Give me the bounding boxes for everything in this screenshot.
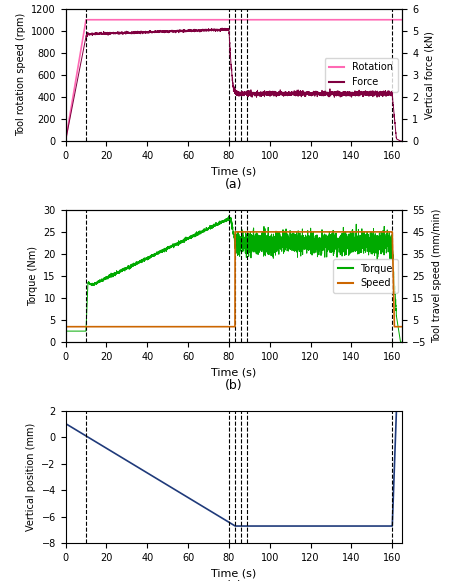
Torque [223, 216, 228, 223]
Rotation [389, 16, 395, 23]
Text: (a): (a) [225, 178, 243, 191]
Rotation [63, 138, 68, 145]
Line: Force: Force [66, 28, 402, 141]
Rotation [207, 16, 212, 23]
Legend: Torque, Speed: Torque, Speed [333, 259, 398, 293]
Y-axis label: Tool travel speed (mm/min): Tool travel speed (mm/min) [432, 209, 442, 343]
Torque [400, 339, 405, 346]
Line: Torque: Torque [66, 216, 402, 342]
Text: (c): (c) [226, 580, 242, 581]
Legend: Rotation, Force: Rotation, Force [324, 58, 398, 92]
Y-axis label: Vertical position (mm): Vertical position (mm) [26, 423, 36, 531]
Torque [389, 238, 395, 245]
X-axis label: Time (s): Time (s) [212, 166, 256, 176]
Speed [207, 323, 212, 330]
Speed [373, 228, 378, 235]
Speed [307, 228, 313, 235]
Speed [63, 323, 68, 330]
Text: (b): (b) [225, 379, 243, 392]
Rotation [307, 16, 313, 23]
Torque [373, 236, 378, 243]
Force [307, 91, 313, 98]
Torque [207, 225, 212, 232]
Torque [398, 339, 403, 346]
Y-axis label: Vertical force (kN): Vertical force (kN) [424, 31, 434, 119]
Y-axis label: Tool rotation speed (rpm): Tool rotation speed (rpm) [15, 13, 26, 137]
Speed [223, 323, 228, 330]
Force [63, 138, 68, 145]
Torque [307, 232, 313, 239]
Torque [63, 328, 68, 335]
Force [223, 27, 228, 34]
Rotation [373, 16, 378, 23]
Force [389, 89, 395, 96]
Speed [232, 228, 238, 235]
Speed [389, 228, 395, 235]
Force [219, 24, 225, 31]
Force [204, 26, 210, 33]
Rotation [83, 16, 89, 23]
Force [373, 89, 378, 96]
Force [400, 138, 405, 145]
Rotation [223, 16, 228, 23]
X-axis label: Time (s): Time (s) [212, 569, 256, 579]
Speed [400, 323, 405, 330]
Line: Rotation: Rotation [66, 20, 402, 141]
Y-axis label: Torque (Nm): Torque (Nm) [28, 246, 38, 306]
Rotation [205, 16, 210, 23]
Rotation [400, 16, 405, 23]
Force [207, 26, 212, 33]
Torque [227, 212, 232, 219]
X-axis label: Time (s): Time (s) [212, 367, 256, 378]
Torque [204, 226, 210, 233]
Line: Speed: Speed [66, 232, 402, 327]
Speed [204, 323, 210, 330]
